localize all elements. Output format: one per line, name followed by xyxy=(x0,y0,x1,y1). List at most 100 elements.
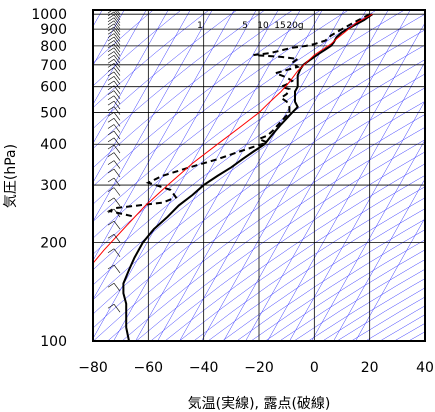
wind-barb-flag xyxy=(107,95,115,101)
reference-line xyxy=(93,10,125,66)
dewpoint-line xyxy=(106,13,371,218)
dry-adiabat-line xyxy=(193,186,425,341)
y-tick-label: 800 xyxy=(40,39,67,55)
dry-adiabat-line xyxy=(93,10,238,129)
parcel-line xyxy=(93,13,373,265)
wind-barb xyxy=(113,23,121,33)
wind-barb-flag xyxy=(107,51,115,56)
mixing-ratio-labels: 1 5 10 15 20g xyxy=(197,21,303,31)
wind-barb xyxy=(113,80,121,90)
wind-barb xyxy=(113,160,121,169)
wind-barb xyxy=(113,55,121,64)
reference-line xyxy=(93,10,279,339)
reference-line xyxy=(223,10,411,341)
wind-barb-flag xyxy=(107,33,115,38)
y-tick-label: 400 xyxy=(40,137,67,153)
reference-line xyxy=(157,10,345,341)
mixing-ratio-label: 20g xyxy=(286,21,303,31)
wind-barb xyxy=(113,144,121,154)
reference-line xyxy=(113,10,301,341)
wind-barb-flag xyxy=(107,137,115,143)
wind-barb-flag xyxy=(107,40,115,45)
y-tick-label: 500 xyxy=(40,106,67,122)
wind-barb xyxy=(113,63,121,72)
wind-barb-flag xyxy=(107,36,115,42)
wind-barb-flag xyxy=(107,63,115,68)
mixing-ratio-label: 1 xyxy=(197,21,203,31)
wind-barb-flag xyxy=(107,208,115,214)
gridlines xyxy=(93,10,425,341)
wind-barb xyxy=(113,85,121,94)
reference-line xyxy=(333,178,425,341)
wind-barb xyxy=(113,51,121,60)
wind-barb-flag xyxy=(107,303,115,309)
dry-adiabat-line xyxy=(150,151,425,341)
wind-barb xyxy=(113,208,121,218)
dry-adiabat-line xyxy=(93,87,425,329)
y-tick-label: 300 xyxy=(40,178,67,194)
reference-line xyxy=(93,10,257,300)
dry-adiabat-line xyxy=(93,73,425,315)
dry-adiabat-line xyxy=(93,10,182,87)
wind-barb xyxy=(113,168,121,178)
x-tick-label: −80 xyxy=(78,360,108,376)
wind-barbs xyxy=(107,10,121,313)
dry-adiabat-line xyxy=(93,13,425,255)
wind-barb-flag xyxy=(107,282,115,288)
wind-barb-flag xyxy=(107,130,115,136)
wind-barb-flag xyxy=(107,197,115,203)
wind-barb xyxy=(113,234,121,243)
wind-barb xyxy=(113,248,121,257)
wind-barb-flag xyxy=(107,187,115,192)
wind-barb-flag xyxy=(107,152,115,157)
wind-barb xyxy=(113,100,121,110)
temperature-line xyxy=(122,13,373,341)
wind-barb-flag xyxy=(107,168,115,174)
wind-barb xyxy=(113,47,121,56)
wind-barb xyxy=(113,40,121,49)
dry-adiabat-line xyxy=(107,114,425,341)
wind-barb-flag xyxy=(107,118,115,123)
wind-barb xyxy=(113,118,121,127)
wind-barb xyxy=(113,30,121,39)
wind-barb-flag xyxy=(107,220,115,226)
reference-line xyxy=(311,139,425,341)
wind-barb-flag xyxy=(107,76,115,81)
dry-adiabat-line xyxy=(93,44,425,286)
wind-barb-flag xyxy=(107,71,115,77)
mixing-ratio-label: 10 xyxy=(257,21,269,31)
mixing-ratio-label: 15 xyxy=(274,21,285,31)
wind-barb xyxy=(113,76,121,85)
reference-line xyxy=(179,10,367,341)
wind-barb-flag xyxy=(107,248,115,254)
reference-line xyxy=(93,10,213,222)
wind-barb xyxy=(113,43,121,53)
wind-barb xyxy=(113,124,121,133)
wind-barb xyxy=(113,112,121,121)
wind-barb-flag xyxy=(107,17,115,22)
reference-line xyxy=(355,217,425,341)
wind-barb xyxy=(113,71,121,81)
mixing-ratio-label: 5 xyxy=(242,21,248,31)
dry-adiabat-line xyxy=(394,323,425,341)
dry-adiabat-line xyxy=(179,175,425,341)
plot-frame xyxy=(92,9,426,342)
dry-adiabat-line xyxy=(93,10,350,205)
wind-barb xyxy=(113,20,121,29)
dry-adiabat-line xyxy=(136,139,425,341)
dry-adiabat-line xyxy=(93,10,266,149)
wind-barb-flag xyxy=(107,67,115,72)
wind-barb xyxy=(113,14,121,23)
wind-barb-flag xyxy=(107,11,115,17)
reference-line xyxy=(93,10,191,183)
wind-barb xyxy=(113,59,121,68)
dry-adiabat-line xyxy=(93,29,425,271)
wind-barb xyxy=(113,95,121,104)
wind-barb xyxy=(113,283,121,292)
x-tick-label: −60 xyxy=(134,360,164,376)
x-tick-label: 40 xyxy=(416,360,434,376)
wind-barb xyxy=(113,177,121,187)
wind-barb xyxy=(113,90,121,99)
y-tick-label: 700 xyxy=(40,58,67,74)
